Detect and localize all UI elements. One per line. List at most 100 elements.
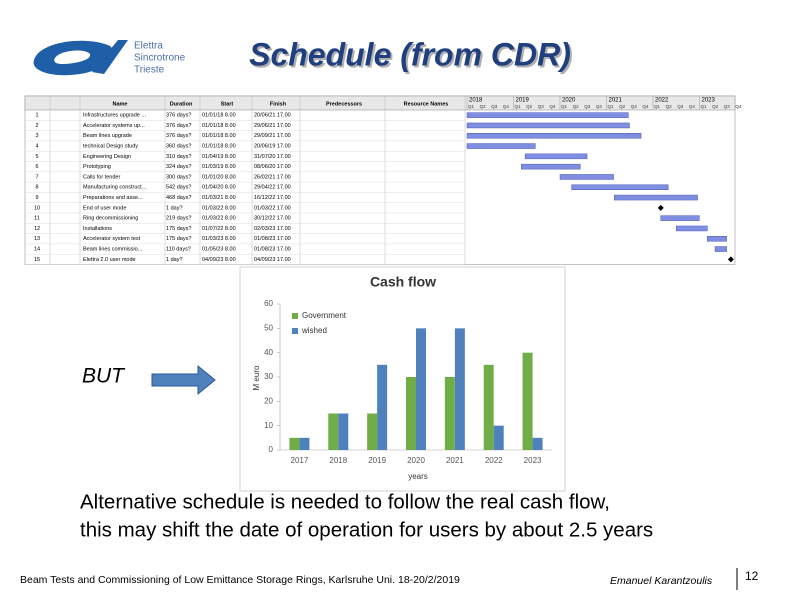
body-text: this may shift the date of operation for… xyxy=(80,518,653,541)
task-duration: 310 days? xyxy=(166,154,191,160)
x-tick-label: 2022 xyxy=(485,456,503,465)
row-id: 9 xyxy=(35,195,38,201)
task-bar xyxy=(559,174,614,180)
cash-flow-chart: Cash flow 0 10 20 30 40 50 60 M euro years 2017 201… xyxy=(239,266,566,492)
task-finish: 16/12/22 17.00 xyxy=(254,195,291,201)
quarter-header: Q3 xyxy=(538,104,545,109)
x-tick-label: 2019 xyxy=(368,456,386,465)
bar xyxy=(483,364,494,450)
x-tick-label: 2021 xyxy=(446,456,464,465)
quarter-header: Q4 xyxy=(596,104,603,109)
quarter-header: Q4 xyxy=(642,104,649,109)
quarter-header: Q3 xyxy=(631,104,638,109)
task-finish: 04/09/23 17.00 xyxy=(254,257,291,263)
task-duration: 110 days? xyxy=(166,247,191,253)
task-start: 01/05/23 8.00 xyxy=(202,247,236,253)
quarter-header: Q4 xyxy=(735,104,742,109)
year-header: 2019 xyxy=(516,98,530,104)
year-header: 2023 xyxy=(702,98,716,104)
year-header: 2020 xyxy=(562,98,576,104)
task-duration: 376 days? xyxy=(166,113,191,119)
quarter-header: Q4 xyxy=(503,104,510,109)
column-header: Resource Names xyxy=(404,101,449,107)
quarter-header: Q1 xyxy=(608,104,615,109)
task-start: 01/03/23 8.00 xyxy=(202,236,236,242)
quarter-header: Q4 xyxy=(549,104,556,109)
task-duration: 360 days? xyxy=(166,144,191,150)
x-axis-label: years xyxy=(408,472,428,481)
bar xyxy=(289,437,300,450)
task-bar xyxy=(466,112,629,118)
task-name: Accelerator systems up... xyxy=(83,123,145,129)
slide-title: Schedule (from CDR) xyxy=(249,36,571,72)
y-axis-label: M euro xyxy=(252,365,261,390)
task-name: Installations xyxy=(83,226,112,232)
y-tick-label: 50 xyxy=(264,323,273,332)
task-finish: 29/09/21 17.00 xyxy=(254,133,291,139)
task-name: technical Design study xyxy=(83,144,138,150)
year-header: 2022 xyxy=(655,98,669,104)
x-tick-label: 2017 xyxy=(291,456,309,465)
task-finish: 30/12/22 17.00 xyxy=(254,216,291,222)
task-bar xyxy=(714,246,727,252)
task-start: 01/04/20 8.00 xyxy=(202,185,236,191)
bar xyxy=(338,413,349,450)
row-id: 13 xyxy=(34,236,40,242)
row-id: 14 xyxy=(34,247,40,253)
row-id: 2 xyxy=(35,123,38,129)
quarter-header: Q2 xyxy=(619,104,626,109)
task-start: 01/03/22 8.00 xyxy=(202,216,236,222)
row-id: 8 xyxy=(35,185,38,191)
task-finish: 01/03/22 17.00 xyxy=(254,205,291,211)
bar xyxy=(532,437,543,450)
y-tick-label: 40 xyxy=(264,348,273,357)
logo: Elettra Sincrotrone Trieste xyxy=(33,40,186,76)
title-shadow: Schedule (from CDR) xyxy=(251,38,573,74)
legend-swatch xyxy=(292,328,298,334)
quarter-header: Q1 xyxy=(468,104,475,109)
year-header: 2021 xyxy=(609,98,623,104)
quarter-header: Q2 xyxy=(712,104,719,109)
task-start: 01/01/18 8.00 xyxy=(202,133,236,139)
gantt-table: Name Duration Start Finish Predecessors Resou… xyxy=(24,95,742,265)
task-name: Prototyping xyxy=(83,164,111,170)
bar xyxy=(416,328,426,450)
footer-author: Emanuel Karantzoulis xyxy=(610,575,713,587)
y-tick-label: 30 xyxy=(264,372,273,381)
task-bar xyxy=(524,153,588,160)
row-id: 15 xyxy=(34,257,40,263)
task-bar xyxy=(521,163,581,170)
task-finish: 20/06/21 17.00 xyxy=(254,113,291,119)
bar xyxy=(299,437,310,450)
task-name: Beam lines upgrade xyxy=(83,133,132,139)
task-name: Calls for tender xyxy=(83,174,120,180)
task-bar xyxy=(571,184,669,190)
body-text: Alternative schedule is needed to follow… xyxy=(80,490,610,513)
task-finish: 26/02/21 17.00 xyxy=(254,174,291,180)
y-tick-label: 20 xyxy=(264,396,273,405)
task-start: 01/03/19 8.00 xyxy=(202,164,236,170)
bar xyxy=(328,413,339,450)
task-name: Infrastructures upgrade ... xyxy=(83,113,146,119)
task-name: Engineering Design xyxy=(83,154,131,160)
task-name: Manufacturing construct... xyxy=(83,185,147,191)
legend-swatch xyxy=(292,313,298,319)
logo-text: Sincrotrone xyxy=(134,53,186,64)
task-start: 01/03/22 8.00 xyxy=(202,205,236,211)
page-number: 12 xyxy=(745,569,759,583)
arrow xyxy=(151,364,216,396)
legend-label: wished xyxy=(301,326,327,335)
row-id: 4 xyxy=(35,144,38,150)
bar xyxy=(454,328,465,450)
task-duration: 175 days? xyxy=(166,236,191,242)
year-header: 2018 xyxy=(469,98,483,104)
side-label: BUT xyxy=(82,365,126,388)
footer-event: Beam Tests and Commissioning of Low Emit… xyxy=(20,574,460,586)
column-header: Finish xyxy=(270,101,287,107)
quarter-header: Q1 xyxy=(515,104,522,109)
row-id: 5 xyxy=(35,154,38,160)
task-start: 01/03/21 8.00 xyxy=(202,195,236,201)
legend-label: Government xyxy=(302,311,347,320)
task-start: 01/01/18 8.00 xyxy=(202,123,236,129)
